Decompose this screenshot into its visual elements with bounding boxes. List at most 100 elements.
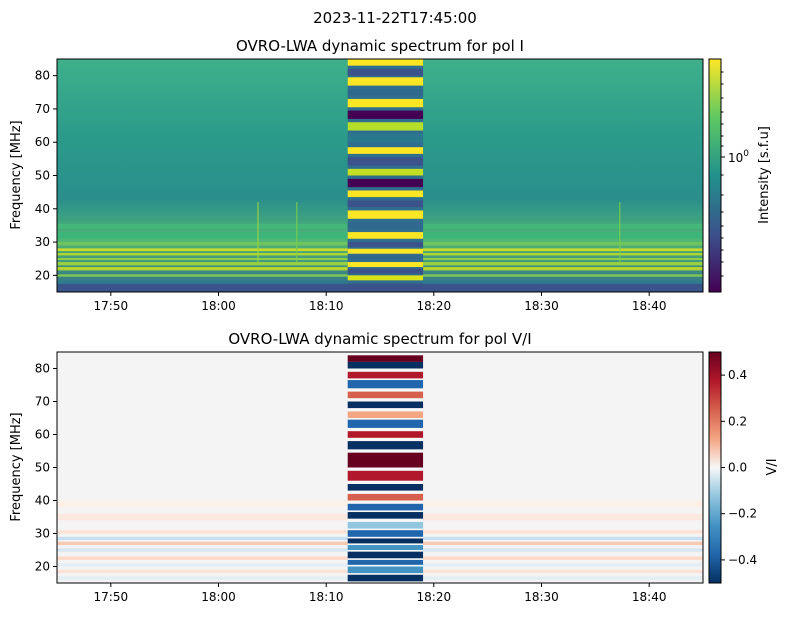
pol-vi-burst-stripe — [347, 484, 424, 491]
pol-i-burst-stripe — [347, 262, 424, 268]
pol-vi-colorbar: 0.4 0.2 0.0 −0.2 −0.4 V/I — [708, 351, 780, 584]
pol-i-burst-stripe — [347, 255, 424, 261]
y-tick-label: 50 — [35, 169, 50, 183]
colorbar-tick-label: 0.0 — [728, 461, 747, 475]
pol-i-streak — [619, 202, 621, 263]
pol-vi-burst-stripe — [347, 493, 424, 501]
pol-i-heatmap — [57, 59, 703, 292]
y-tick-label: 40 — [35, 202, 50, 216]
pol-vi-burst-stripe — [347, 521, 424, 529]
y-tick-label: 30 — [35, 235, 50, 249]
x-tick-label: 18:40 — [632, 590, 667, 604]
pol-vi-burst-stripe — [347, 401, 424, 409]
pol-i-burst-stripe — [347, 275, 424, 281]
pol-vi-ylabel: Frequency [MHz] — [9, 412, 24, 521]
x-tick-label: 17:50 — [94, 590, 129, 604]
pol-i-x-axis: 17:50 18:00 18:10 18:20 18:30 18:40 — [94, 292, 667, 313]
pol-i-burst-stripe — [347, 157, 424, 166]
x-tick-label: 18:10 — [309, 299, 344, 313]
pol-vi-burst-stripe — [347, 566, 424, 574]
pol-i-burst-stripe — [347, 110, 424, 119]
x-tick-label: 17:50 — [94, 299, 129, 313]
pol-vi-burst-stripe — [347, 530, 424, 537]
pol-i-burst-stripe — [347, 268, 424, 274]
pol-i-burst-stripe — [347, 88, 424, 96]
pol-i-burst-stripe — [347, 210, 424, 219]
x-tick-label: 18:00 — [201, 299, 236, 313]
pol-i-burst-stripe — [347, 190, 424, 198]
pol-i-colorbar-major-base: 10 — [728, 151, 743, 165]
pol-i-burst-stripe — [347, 222, 424, 229]
pol-vi-y-axis: 20 30 40 50 60 70 80 — [35, 362, 57, 574]
x-tick-label: 18:10 — [309, 590, 344, 604]
pol-i-burst-stripe — [347, 59, 424, 66]
y-tick-label: 70 — [35, 102, 50, 116]
x-tick-label: 18:20 — [417, 590, 452, 604]
pol-i-burst-stripe — [347, 98, 424, 108]
pol-i-burst-stripe — [347, 178, 424, 188]
pol-i-burst — [347, 59, 424, 292]
pol-i-colorbar-fill — [708, 58, 722, 293]
y-tick-label: 70 — [35, 395, 50, 409]
pol-i-burst-stripe — [347, 77, 424, 86]
x-tick-label: 18:20 — [417, 299, 452, 313]
pol-i-burst-stripe — [347, 283, 424, 292]
x-tick-label: 18:40 — [632, 299, 667, 313]
pol-vi-burst-stripe — [347, 551, 424, 559]
pol-vi-burst — [347, 352, 424, 583]
pol-i-burst-stripe — [347, 68, 424, 76]
pol-i-colorbar: 100 Intensity [s.f.u] — [708, 58, 772, 293]
x-tick-label: 18:30 — [524, 590, 559, 604]
y-tick-label: 60 — [35, 135, 50, 149]
y-tick-label: 30 — [35, 527, 50, 541]
y-tick-label: 50 — [35, 461, 50, 475]
pol-i-burst-stripe — [347, 133, 424, 143]
pol-i-burst-stripe — [347, 122, 424, 131]
pol-vi-burst-stripe — [347, 391, 424, 399]
pol-vi-burst-stripe — [347, 574, 424, 582]
pol-vi-burst-stripe — [347, 545, 424, 550]
pol-vi-burst-stripe — [347, 441, 424, 450]
colorbar-tick-label: −0.4 — [728, 553, 757, 567]
colorbar-tick-label: −0.2 — [728, 507, 757, 521]
pol-vi-burst-stripe — [347, 361, 424, 369]
pol-vi-burst-stripe — [347, 512, 424, 519]
pol-vi-heatmap — [57, 352, 703, 583]
x-tick-label: 18:30 — [524, 299, 559, 313]
pol-vi-burst-stripe — [347, 371, 424, 379]
pol-i-colorbar-ticks — [721, 71, 725, 277]
pol-vi-burst-stripe — [347, 452, 424, 468]
pol-i-burst-stripe — [347, 200, 424, 208]
pol-vi-colorbar-ticks: 0.4 0.2 0.0 −0.2 −0.4 — [721, 368, 757, 567]
pol-vi-burst-stripe — [347, 559, 424, 565]
pol-i-y-axis: 20 30 40 50 60 70 80 — [35, 69, 57, 282]
pol-i-burst-stripe — [347, 147, 424, 154]
pol-vi-burst-stripe — [347, 503, 424, 511]
pol-vi-colorbar-fill — [708, 351, 722, 584]
colorbar-tick-label: 0.4 — [728, 368, 747, 382]
y-tick-label: 40 — [35, 494, 50, 508]
pol-vi-x-axis: 17:50 18:00 18:10 18:20 18:30 18:40 — [94, 583, 667, 604]
pol-vi-colorbar-label: V/I — [765, 458, 780, 475]
x-tick-label: 18:00 — [201, 590, 236, 604]
pol-vi-burst-stripe — [347, 355, 424, 362]
pol-vi-burst-stripe — [347, 411, 424, 418]
panel-pol-vi-title: OVRO-LWA dynamic spectrum for pol V/I — [228, 330, 531, 348]
panel-pol-vi: OVRO-LWA dynamic spectrum for pol V/I 17… — [9, 330, 780, 604]
pol-i-ylabel: Frequency [MHz] — [9, 120, 24, 229]
pol-vi-burst-stripe — [347, 431, 424, 438]
pol-vi-burst-stripe — [347, 419, 424, 428]
panel-pol-i: OVRO-LWA dynamic spectrum for pol I 17:5… — [9, 37, 772, 313]
pol-i-burst-stripe — [347, 232, 424, 239]
y-tick-label: 60 — [35, 428, 50, 442]
y-tick-label: 80 — [35, 69, 50, 83]
pol-i-burst-stripe — [347, 248, 424, 254]
y-tick-label: 20 — [35, 560, 50, 574]
pol-vi-burst-stripe — [347, 470, 424, 481]
pol-vi-burst-stripe — [347, 538, 424, 544]
colorbar-tick-label: 0.2 — [728, 414, 747, 428]
pol-i-colorbar-major-exp: 0 — [743, 149, 749, 159]
pol-i-burst-stripe — [347, 242, 424, 248]
